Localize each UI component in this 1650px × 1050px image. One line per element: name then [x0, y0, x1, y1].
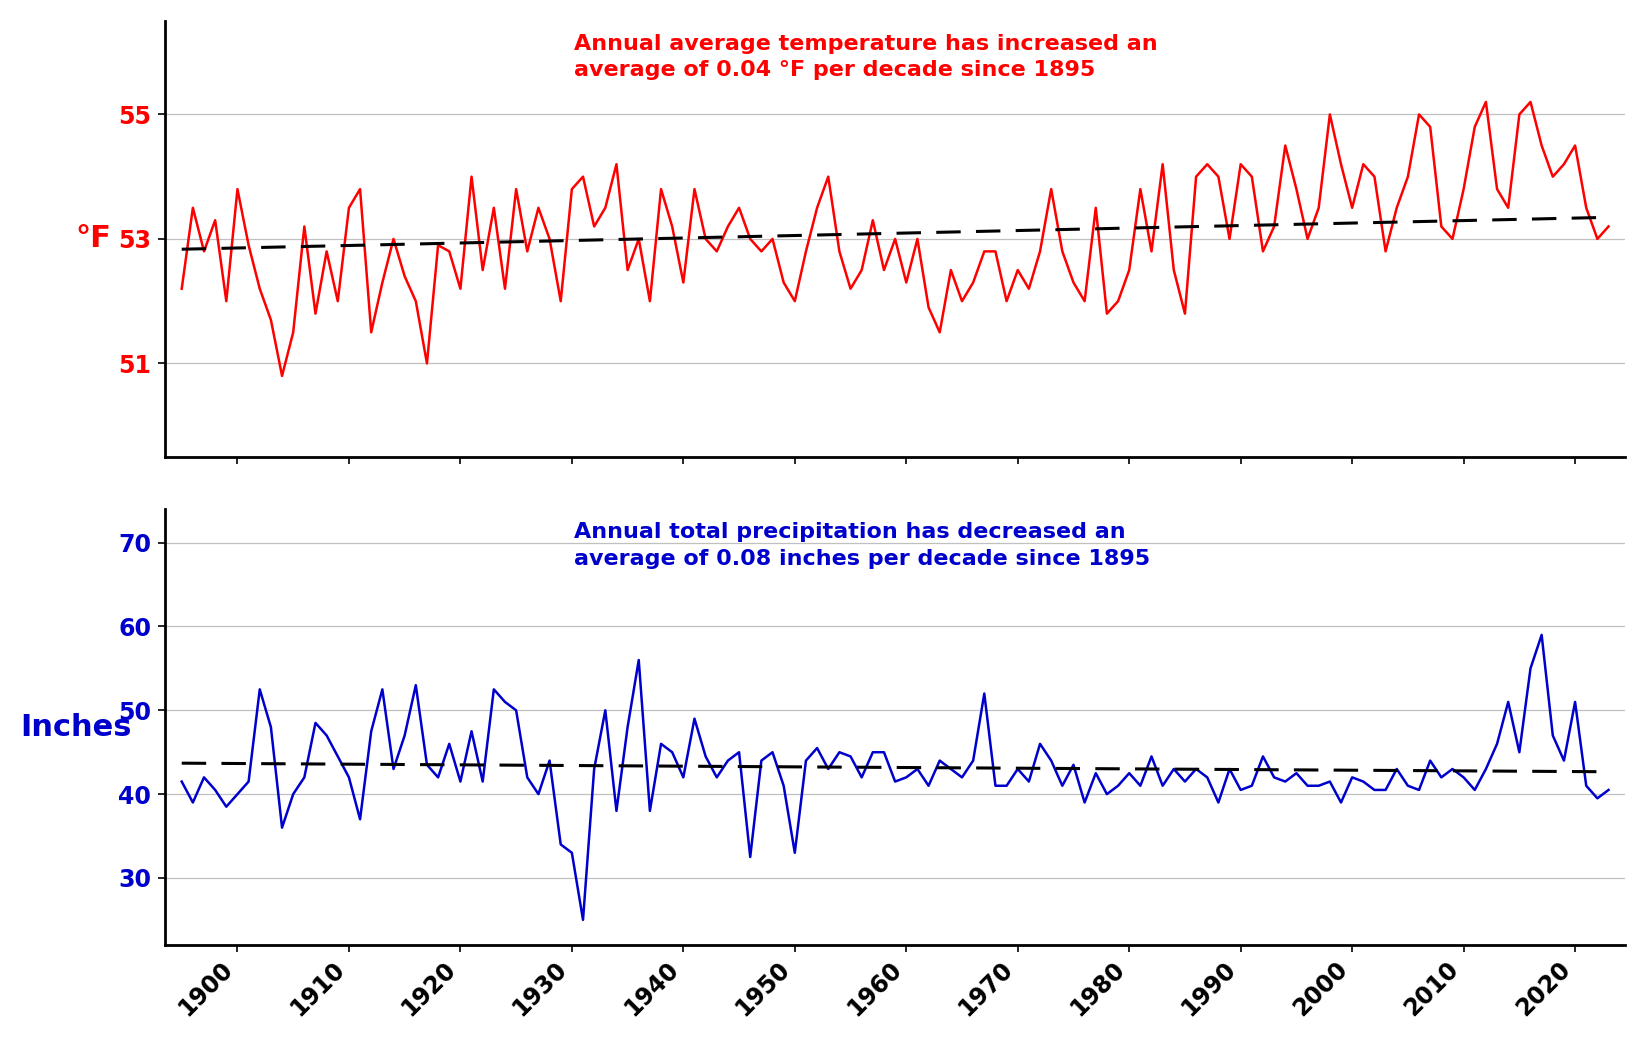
- Y-axis label: °F: °F: [76, 225, 111, 253]
- Text: Annual total precipitation has decreased an
average of 0.08 inches per decade si: Annual total precipitation has decreased…: [574, 522, 1150, 569]
- Y-axis label: Inches: Inches: [21, 713, 132, 741]
- Text: Annual average temperature has increased an
average of 0.04 °F per decade since : Annual average temperature has increased…: [574, 34, 1158, 81]
